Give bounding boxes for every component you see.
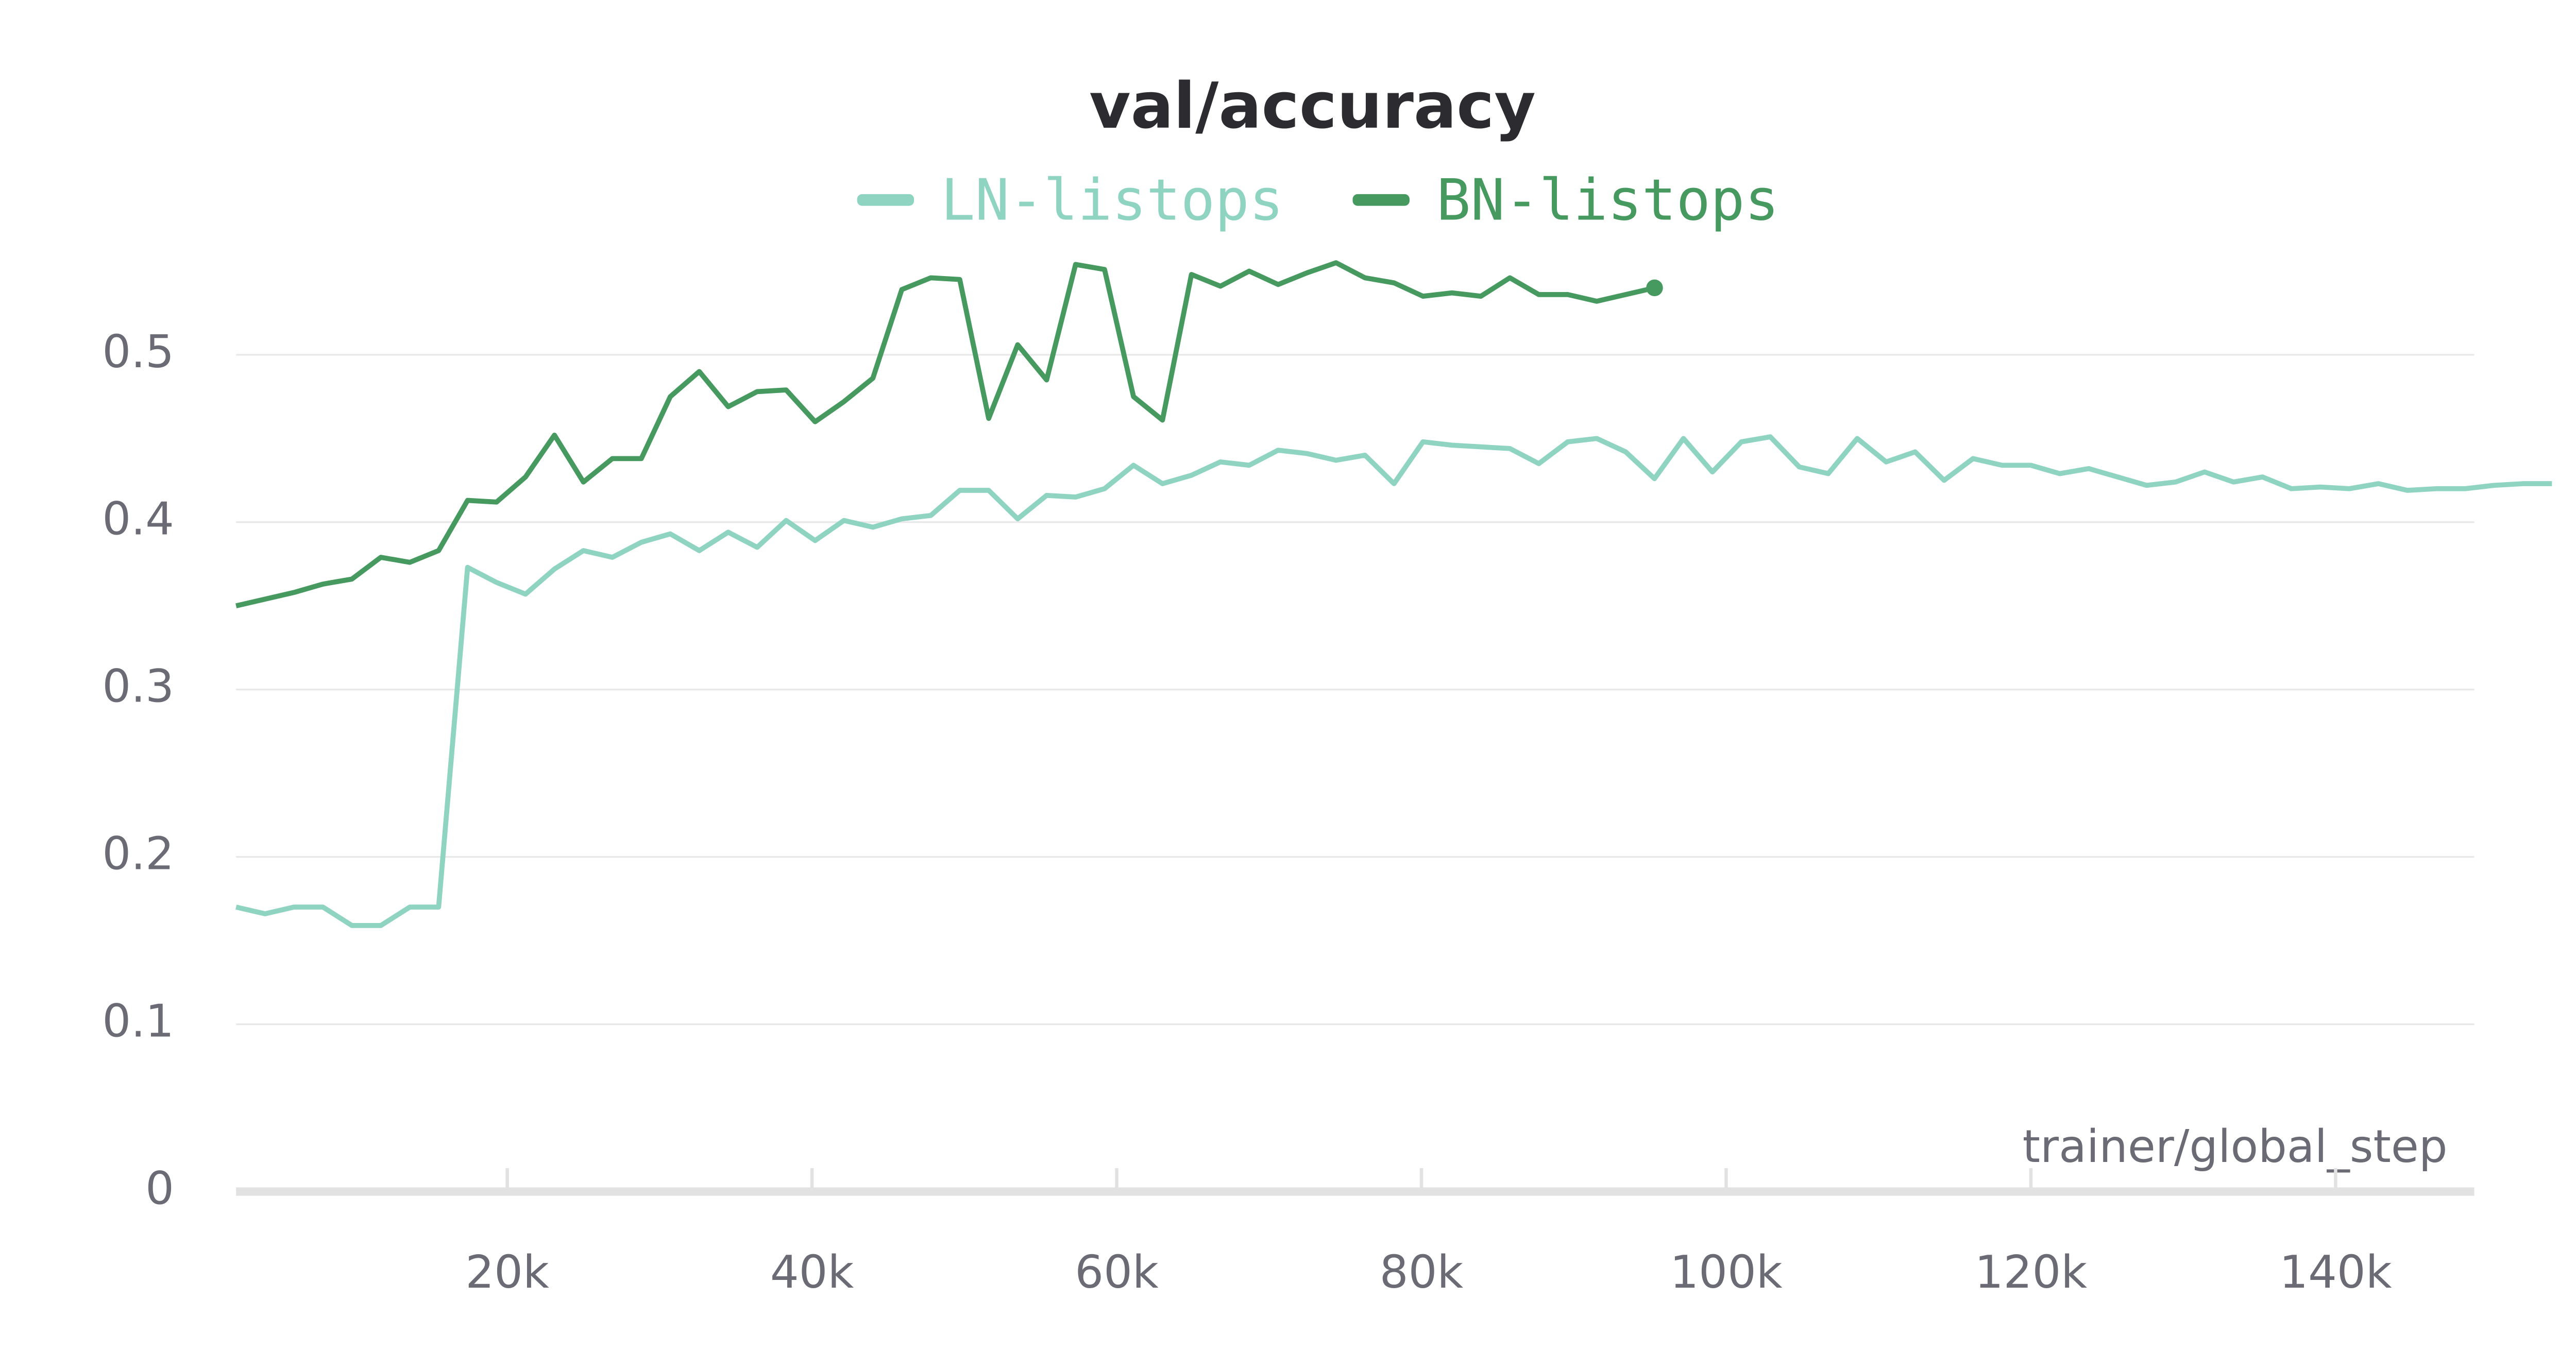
- x-tick-label: 40k: [770, 1246, 854, 1298]
- series-line: [235, 434, 2552, 928]
- legend-label: LN-listops: [941, 167, 1283, 234]
- y-tick-label: 0.3: [102, 660, 174, 713]
- x-tick-label: 80k: [1380, 1246, 1464, 1298]
- x-tick-label: 140k: [2279, 1246, 2392, 1298]
- legend-swatch: [857, 194, 914, 206]
- y-tick-label: 0.4: [102, 493, 174, 545]
- y-tick-label: 0: [145, 1162, 174, 1215]
- y-tick-label: 0.2: [102, 828, 174, 880]
- x-tick-label: 120k: [1975, 1246, 2087, 1298]
- chart-title: val/accuracy: [1089, 69, 1536, 143]
- y-tick-label: 0.1: [102, 995, 174, 1048]
- series-end-point: [1646, 279, 1663, 297]
- legend-label: BN-listops: [1436, 167, 1779, 234]
- x-tick-label: 60k: [1075, 1246, 1159, 1298]
- y-tick-label: 0.5: [102, 326, 174, 378]
- legend-swatch: [1352, 194, 1410, 206]
- x-tick-label: 100k: [1670, 1246, 1782, 1298]
- series-line: [235, 260, 1655, 609]
- x-tick-label: 20k: [465, 1246, 549, 1298]
- x-axis-label: trainer/global_step: [2023, 1120, 2448, 1173]
